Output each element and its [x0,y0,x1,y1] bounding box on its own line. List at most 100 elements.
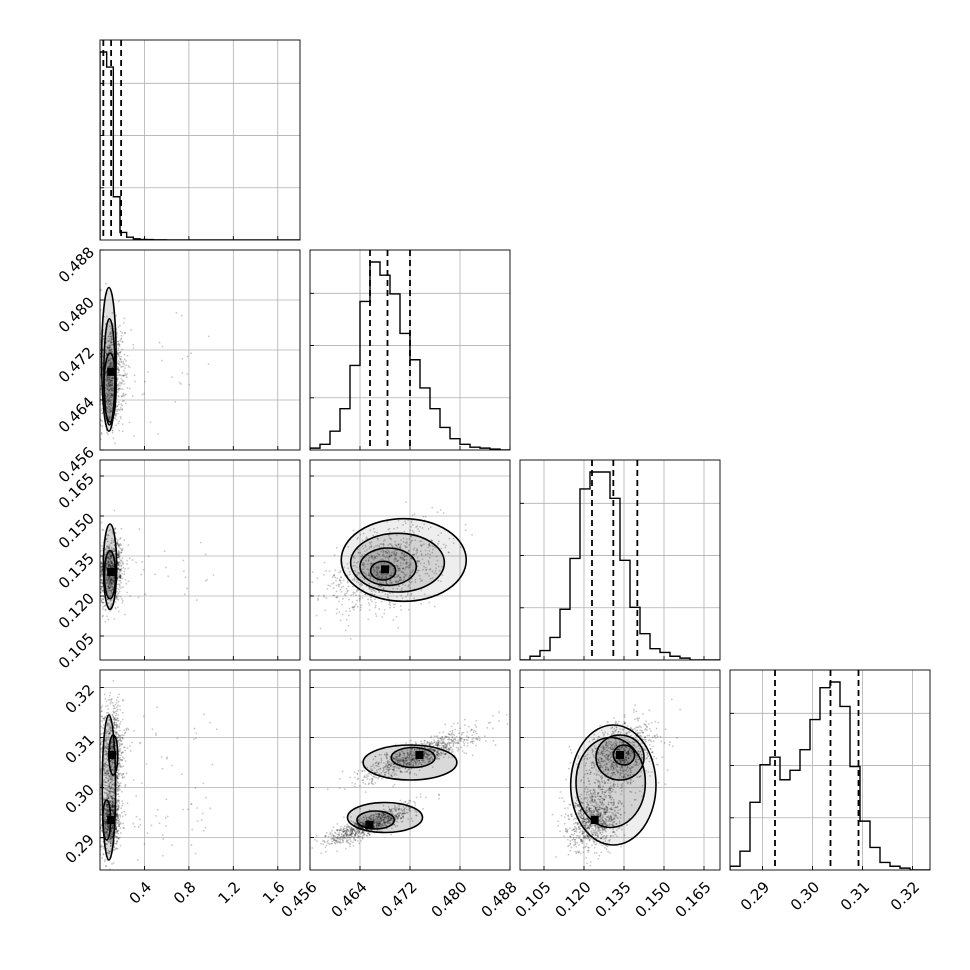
scatter-point [116,405,119,407]
scatter-point [363,563,366,566]
scatter-point [325,570,327,572]
scatter-point [105,384,108,386]
scatter-point [119,577,122,580]
scatter-point [452,537,455,540]
scatter-point [164,816,167,819]
scatter-point [379,585,382,588]
scatter-point [389,563,391,566]
scatter-point [188,383,191,386]
scatter-point [122,822,125,825]
scatter-point [408,584,410,587]
scatter-point [121,365,123,368]
scatter-point [316,577,319,580]
scatter-point [115,721,118,724]
scatter-point [367,598,369,601]
scatter-point [387,550,390,553]
scatter-point [421,544,424,547]
scatter-point [101,601,103,604]
scatter-point [107,602,110,605]
scatter-point [118,369,121,372]
scatter-point [107,410,110,413]
scatter-point [389,543,391,545]
scatter-point [111,384,114,386]
scatter-point [107,827,110,830]
scatter-point [106,540,109,543]
scatter-point [409,535,412,538]
scatter-point [380,543,383,546]
scatter-point [101,719,103,722]
scatter-point [110,341,112,344]
scatter-point [126,802,129,805]
scatter-point [107,394,110,397]
scatter-point [333,554,336,557]
scatter-point [101,581,104,584]
scatter-point [421,527,424,529]
scatter-point [118,345,121,348]
scatter-point [344,847,347,850]
scatter-point [109,415,112,418]
scatter-point [352,529,355,532]
scatter-point [111,800,114,803]
scatter-point [109,838,112,841]
scatter-point [378,607,381,610]
scatter-point [117,401,120,404]
scatter-point [109,399,111,401]
scatter-point [111,426,114,429]
scatter-point [107,564,110,567]
scatter-point [370,541,373,543]
scatter-point [402,524,405,526]
scatter-point [116,831,119,833]
scatter-point [356,589,358,592]
scatter-point [114,606,117,609]
scatter-point [397,580,400,583]
scatter-point [118,565,121,567]
scatter-point [113,442,116,445]
scatter-point [119,388,122,390]
scatter-point [108,384,111,387]
scatter-point [109,331,112,334]
scatter-point [110,384,112,387]
scatter-point [120,822,122,825]
scatter-point [106,580,109,583]
scatter-point [109,381,112,384]
scatter-point [109,554,112,557]
scatter-point [393,557,396,560]
scatter-point [423,565,425,568]
scatter-point [190,803,193,806]
scatter-point [131,559,134,561]
scatter-point [346,589,349,592]
scatter-point [110,379,113,381]
scatter-point [117,555,120,557]
scatter-point [399,576,401,579]
scatter-point [123,363,126,366]
scatter-point [121,404,123,407]
scatter-point [105,379,108,381]
scatter-point [117,789,120,792]
scatter-point [181,357,184,360]
scatter-point [104,604,107,606]
scatter-point [111,826,113,829]
scatter-point [328,570,331,572]
scatter-point [118,420,121,423]
scatter-point [348,573,351,576]
scatter-point [115,843,118,845]
scatter-point [355,580,358,583]
scatter-point [368,609,371,612]
scatter-point [104,572,107,575]
scatter-point [104,351,107,354]
scatter-point [355,594,357,597]
scatter-point [334,576,337,579]
scatter-point [101,545,104,547]
scatter-point [369,545,371,548]
scatter-point [107,563,110,565]
scatter-point [107,359,110,362]
scatter-point [100,562,103,565]
scatter-point [398,585,401,587]
scatter-point [117,369,120,372]
scatter-point [107,711,110,714]
scatter-point [122,392,125,395]
scatter-point [357,548,359,551]
scatter-point [117,787,119,789]
scatter-point [136,858,139,861]
scatter-point [131,395,134,397]
